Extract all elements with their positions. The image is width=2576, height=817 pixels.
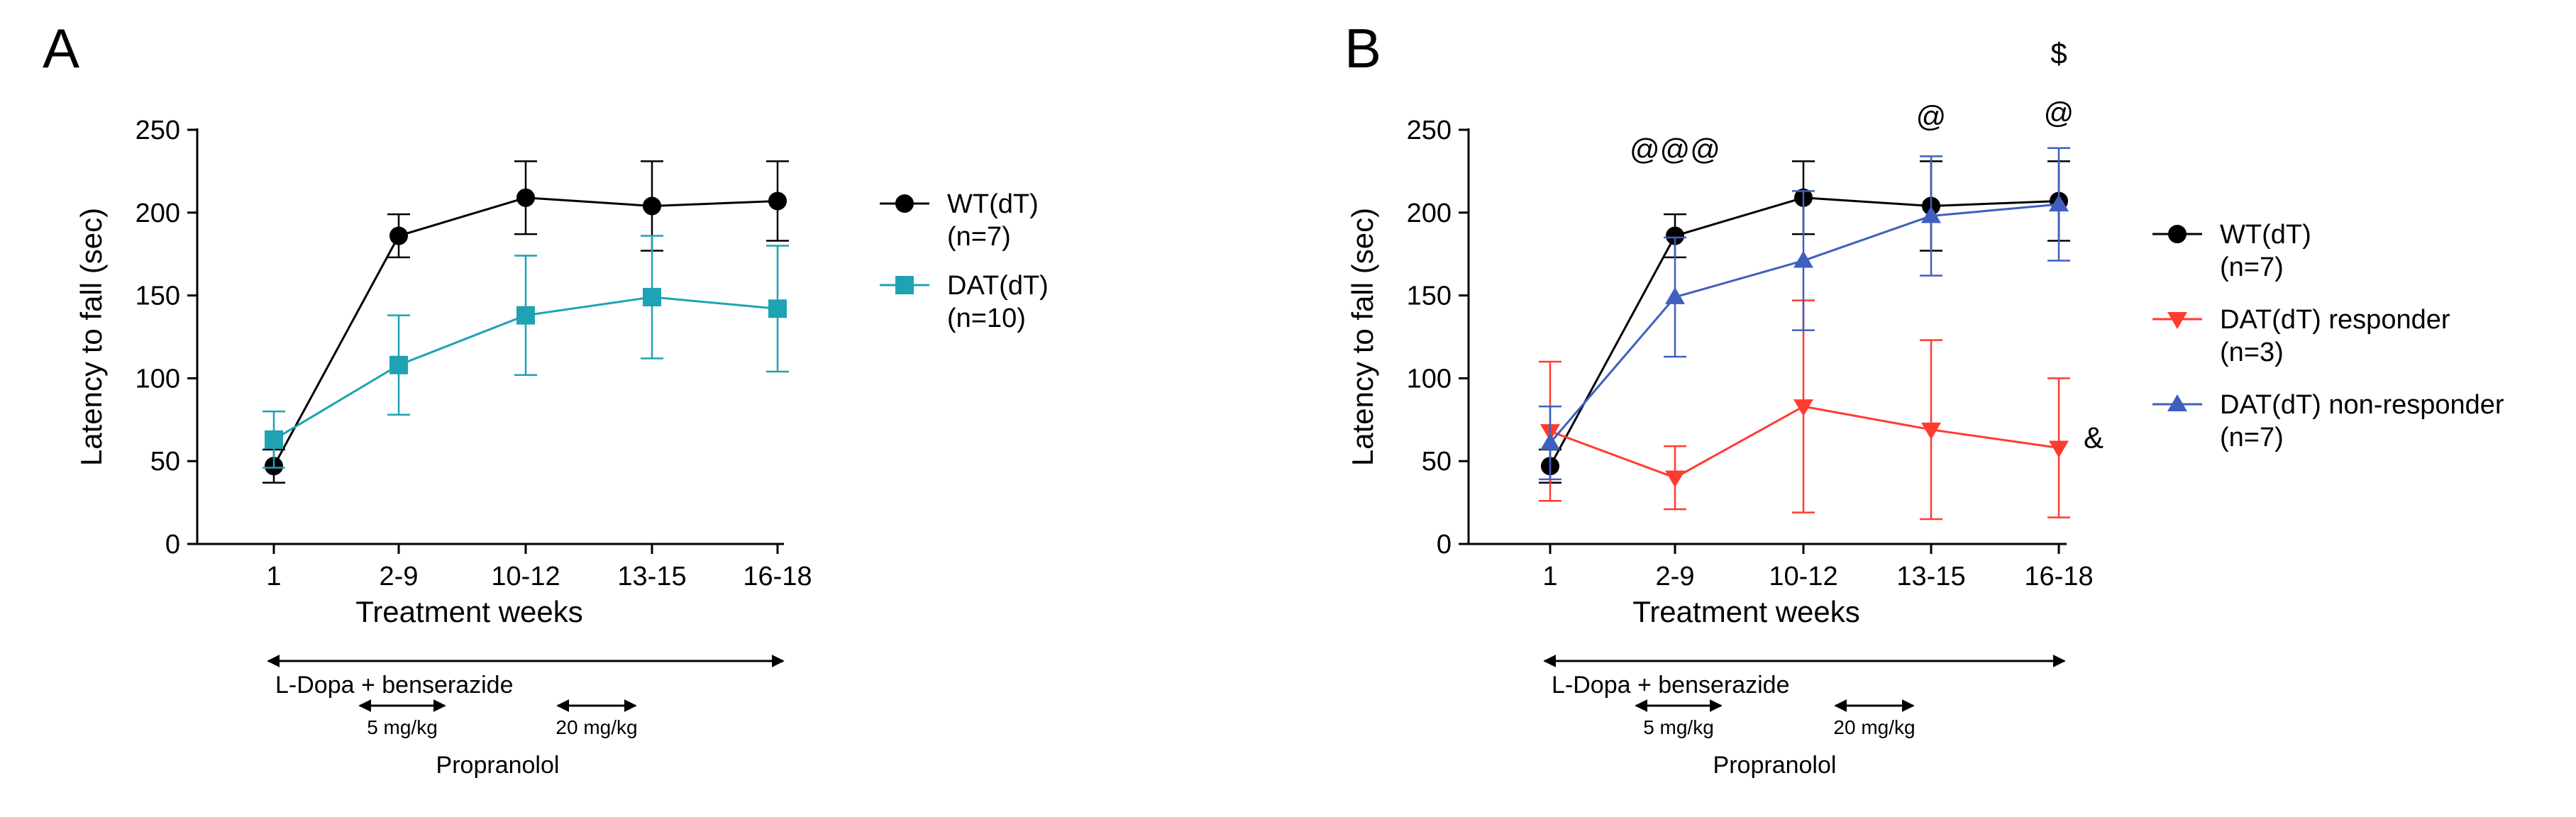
- treatment-label: L-Dopa + benserazide: [275, 672, 514, 699]
- legend-marker: [2167, 312, 2187, 329]
- legend-marker: [895, 194, 914, 213]
- legend-label-line: (n=10): [947, 304, 1026, 333]
- legend-label-line: DAT(dT) non-responder: [2220, 390, 2504, 420]
- data-point: [2049, 194, 2069, 212]
- y-axis-title: Latency to fall (sec): [74, 208, 108, 466]
- y-tick-label: 50: [150, 447, 180, 477]
- panel-label: A: [43, 17, 79, 79]
- legend-item: DAT(dT) non-responder (n=7): [2152, 390, 2504, 452]
- legend-item: DAT(dT) (n=10): [880, 271, 1049, 333]
- legend-label-line: WT(dT): [947, 189, 1039, 219]
- dose-label: 20 mg/kg: [1833, 716, 1915, 738]
- y-tick-label: 200: [136, 199, 180, 228]
- y-tick-label: 100: [1407, 364, 1452, 394]
- panel-label: B: [1344, 17, 1381, 79]
- y-axis-title: Latency to fall (sec): [1346, 208, 1379, 466]
- data-point: [1665, 287, 1685, 304]
- y-tick-label: 150: [136, 282, 180, 311]
- data-point: [1793, 399, 1813, 417]
- data-point: [643, 196, 661, 216]
- y-tick-label: 150: [1407, 282, 1452, 311]
- x-tick-label: 2-9: [1656, 562, 1695, 591]
- data-point: [516, 306, 535, 325]
- data-point: [1665, 470, 1685, 488]
- y-tick-label: 50: [1422, 447, 1452, 477]
- legend-marker: [2168, 225, 2187, 243]
- significance-annotation: $: [2050, 37, 2067, 70]
- x-tick-label: 1: [1542, 562, 1557, 591]
- data-point: [1793, 250, 1813, 268]
- significance-annotation: @@@: [1630, 133, 1720, 166]
- dose-label: 5 mg/kg: [1643, 716, 1714, 738]
- x-tick-label: 13-15: [617, 562, 686, 591]
- series-1: [262, 235, 789, 469]
- x-tick-label: 10-12: [491, 562, 560, 591]
- legend-item: DAT(dT) responder (n=3): [2152, 305, 2450, 367]
- data-point: [768, 191, 787, 211]
- data-point: [516, 188, 535, 207]
- data-point: [265, 430, 283, 449]
- y-tick-label: 250: [1407, 116, 1452, 145]
- y-tick-label: 0: [1437, 530, 1452, 560]
- legend-item: WT(dT) (n=7): [2152, 220, 2311, 282]
- legend-marker: [895, 276, 914, 294]
- data-point: [768, 299, 787, 318]
- data-point: [1921, 206, 1941, 223]
- legend-label-line: (n=7): [2220, 423, 2284, 452]
- y-tick-label: 100: [136, 364, 180, 394]
- panel-a: A 0 50 100 150 200 250 1 2-9 10-12 13-15 16-18 Treat…: [43, 17, 1049, 779]
- x-tick-label: 16-18: [2024, 562, 2093, 591]
- legend-label-line: (n=3): [2220, 338, 2284, 367]
- legend-item: WT(dT) (n=7): [880, 189, 1039, 252]
- legend-label: DAT(dT) non-responder (n=7): [2220, 390, 2504, 452]
- data-point: [389, 226, 408, 245]
- data-point: [389, 355, 408, 374]
- x-tick-label: 10-12: [1769, 562, 1837, 591]
- significance-annotation: @: [2044, 96, 2074, 130]
- dose-drug-label: Propranolol: [436, 752, 560, 779]
- legend-label: WT(dT) (n=7): [2220, 220, 2311, 282]
- dose-drug-label: Propranolol: [1713, 752, 1837, 779]
- data-point: [1540, 433, 1560, 450]
- legend-label-line: (n=7): [2220, 252, 2284, 282]
- panel-b: B 0 50 100 150 200 250 1 2-9 10-12 13-15 16-18 Treat…: [1344, 17, 2504, 779]
- y-tick-label: 0: [165, 530, 180, 560]
- data-point: [643, 287, 661, 306]
- dose-label: 5 mg/kg: [367, 716, 438, 738]
- legend-label: WT(dT) (n=7): [947, 189, 1039, 252]
- x-tick-label: 16-18: [743, 562, 812, 591]
- series-line: [1549, 405, 2060, 479]
- y-tick-label: 200: [1407, 199, 1452, 228]
- data-point: [2049, 440, 2069, 458]
- dose-label: 20 mg/kg: [555, 716, 637, 738]
- x-tick-label: 1: [266, 562, 281, 591]
- series-2: [1539, 147, 2070, 481]
- y-tick-label: 250: [136, 116, 180, 145]
- significance-annotation: &: [2084, 421, 2104, 455]
- x-tick-label: 13-15: [1896, 562, 1965, 591]
- legend-label: DAT(dT) responder (n=3): [2220, 305, 2450, 367]
- legend-marker: [2167, 394, 2187, 411]
- data-point: [1921, 422, 1941, 440]
- treatment-label: L-Dopa + benserazide: [1552, 672, 1790, 699]
- significance-annotation: @: [1916, 99, 1947, 133]
- x-axis-title: Treatment weeks: [1632, 595, 1860, 628]
- x-tick-label: 2-9: [380, 562, 419, 591]
- legend-label-line: WT(dT): [2220, 220, 2311, 250]
- series-0: [1539, 160, 2070, 484]
- legend-label-line: (n=7): [947, 222, 1011, 252]
- legend-label-line: DAT(dT) responder: [2220, 305, 2450, 335]
- series-1: [1539, 299, 2070, 521]
- x-axis-title: Treatment weeks: [355, 595, 583, 628]
- series-line: [1549, 196, 2060, 467]
- legend-label: DAT(dT) (n=10): [947, 271, 1049, 333]
- legend-label-line: DAT(dT): [947, 271, 1049, 301]
